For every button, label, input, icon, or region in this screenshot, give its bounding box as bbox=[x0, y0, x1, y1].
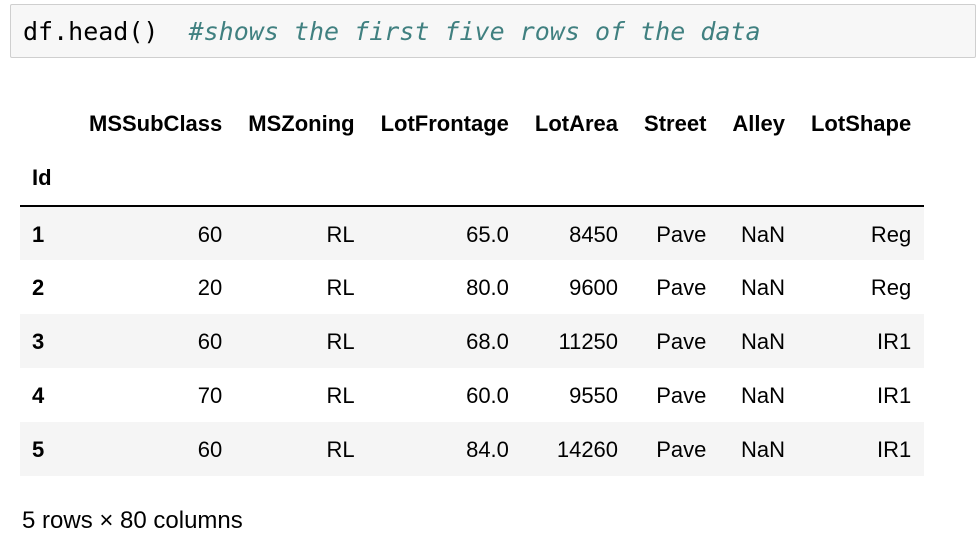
table-cell: RL bbox=[326, 437, 355, 462]
table-cell: 8450 bbox=[569, 221, 619, 247]
table-cell: Reg bbox=[870, 275, 912, 300]
code-spacer bbox=[158, 17, 188, 46]
index-name-row: Id bbox=[20, 151, 925, 207]
table-cell: 84.0 bbox=[466, 437, 509, 462]
table-cell: NaN bbox=[740, 221, 785, 247]
table-cell: RL bbox=[326, 275, 355, 300]
code-cell[interactable]: df.head() #shows the first five rows of … bbox=[10, 4, 976, 58]
table-cell: NaN bbox=[740, 329, 785, 354]
dataframe-shape-text: 5 rows × 80 columns bbox=[22, 507, 243, 534]
table-cell: IR1 bbox=[876, 329, 912, 354]
table-cell: Pave bbox=[656, 275, 707, 300]
code-text: df.head() bbox=[23, 16, 159, 46]
dataframe-table: MSSubClass MSZoning LotFrontage LotArea … bbox=[20, 97, 925, 476]
table-cell: NaN bbox=[740, 383, 785, 408]
row-index: 3 bbox=[32, 329, 45, 354]
table-cell: RL bbox=[326, 221, 355, 247]
column-header-row: MSSubClass MSZoning LotFrontage LotArea … bbox=[20, 97, 924, 151]
table-cell: Reg bbox=[870, 221, 912, 247]
table-row: 3 60 RL 68.0 11250 Pave NaN IR1 bbox=[20, 314, 925, 368]
index-name: Id bbox=[20, 151, 76, 207]
table-cell: 14260 bbox=[556, 437, 619, 462]
column-header: Alley bbox=[732, 111, 785, 136]
table-cell: NaN bbox=[740, 275, 785, 300]
table-cell: 60 bbox=[197, 437, 223, 462]
column-header: LotShape bbox=[810, 111, 912, 136]
column-header: MSSubClass bbox=[89, 111, 223, 136]
table-cell: Pave bbox=[656, 329, 707, 354]
table-cell: 60 bbox=[197, 221, 223, 247]
table-cell: NaN bbox=[740, 437, 785, 462]
table-cell: RL bbox=[326, 329, 355, 354]
row-index: 4 bbox=[32, 383, 45, 408]
column-header: MSZoning bbox=[248, 111, 355, 136]
table-cell: 80.0 bbox=[466, 275, 509, 300]
table-cell: IR1 bbox=[876, 437, 912, 462]
code-comment: #shows the first five rows of the data bbox=[188, 16, 761, 46]
table-row: 2 20 RL 80.0 9600 Pave NaN Reg bbox=[20, 260, 924, 314]
row-index: 5 bbox=[32, 437, 45, 462]
table-cell: RL bbox=[326, 383, 355, 408]
row-index: 1 bbox=[32, 221, 45, 247]
table-cell: 68.0 bbox=[466, 329, 509, 354]
table-cell: Pave bbox=[656, 221, 707, 247]
column-header: Street bbox=[644, 111, 707, 136]
index-corner bbox=[20, 97, 76, 151]
table-cell: 9550 bbox=[569, 383, 619, 408]
column-header: LotArea bbox=[534, 111, 619, 136]
row-index: 2 bbox=[32, 275, 45, 300]
table-cell: 60 bbox=[197, 329, 223, 354]
table-cell: 20 bbox=[197, 275, 223, 300]
table-cell: Pave bbox=[656, 383, 707, 408]
table-cell: 65.0 bbox=[466, 221, 509, 247]
table-cell: 11250 bbox=[558, 329, 619, 354]
table-cell: Pave bbox=[656, 437, 707, 462]
table-cell: 9600 bbox=[569, 275, 619, 300]
table-row: 4 70 RL 60.0 9550 Pave NaN IR1 bbox=[20, 368, 924, 422]
table-row: 5 60 RL 84.0 14260 Pave NaN IR1 bbox=[20, 422, 925, 476]
column-header: LotFrontage bbox=[380, 111, 509, 136]
table-cell: 70 bbox=[197, 383, 223, 408]
table-cell: IR1 bbox=[876, 383, 912, 408]
table-cell: 60.0 bbox=[466, 383, 509, 408]
table-row: 1 60 RL 65.0 8450 Pave NaN Reg bbox=[20, 206, 925, 260]
